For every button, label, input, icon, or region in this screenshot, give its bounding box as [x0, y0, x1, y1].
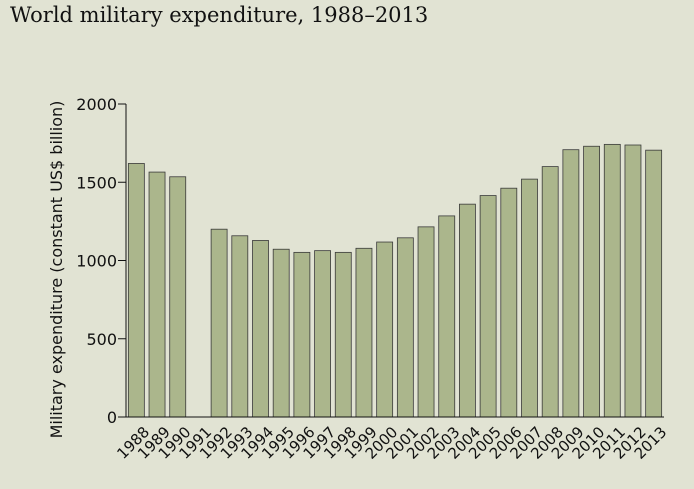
bar-1994	[252, 240, 269, 418]
bar-2005	[479, 195, 497, 418]
bar-2000	[376, 241, 394, 418]
bar-2003	[438, 215, 456, 418]
chart-title: World military expenditure, 1988–2013	[10, 3, 429, 27]
bar-2011	[603, 143, 621, 418]
bar-1988	[127, 163, 145, 418]
y-tick-label: 500	[86, 330, 117, 349]
bar-2009	[562, 149, 580, 418]
bar-1995	[272, 248, 290, 418]
y-tick-label: 1000	[76, 252, 117, 271]
bar-2007	[521, 178, 538, 418]
bar-1989	[148, 171, 166, 418]
bar-2008	[541, 166, 559, 418]
bar-2006	[500, 187, 518, 418]
y-tick-label: 0	[107, 408, 117, 427]
y-tick-label: 1500	[76, 173, 117, 192]
bar-1992	[210, 228, 228, 418]
y-ticks-group: 0 500 1000 1500 2000	[76, 95, 126, 427]
y-axis-title: Military expenditure (constant US$ billi…	[47, 101, 66, 439]
bar-1996	[293, 251, 311, 418]
bar-2012	[624, 144, 642, 418]
bar-2010	[583, 145, 600, 418]
bar-1993	[231, 235, 249, 418]
bar-2002	[417, 226, 435, 418]
bar-1998	[334, 251, 352, 418]
bars-group	[127, 143, 663, 418]
bar-2004	[459, 203, 476, 418]
bar-2001	[396, 237, 414, 418]
y-tick-label: 2000	[76, 95, 117, 114]
bar-1999	[355, 247, 373, 418]
x-labels-group: 1988198919901991199219931994199519961997…	[113, 423, 670, 463]
bar-1990	[169, 176, 187, 418]
bar-2013	[645, 149, 663, 418]
bar-1997	[314, 250, 331, 418]
